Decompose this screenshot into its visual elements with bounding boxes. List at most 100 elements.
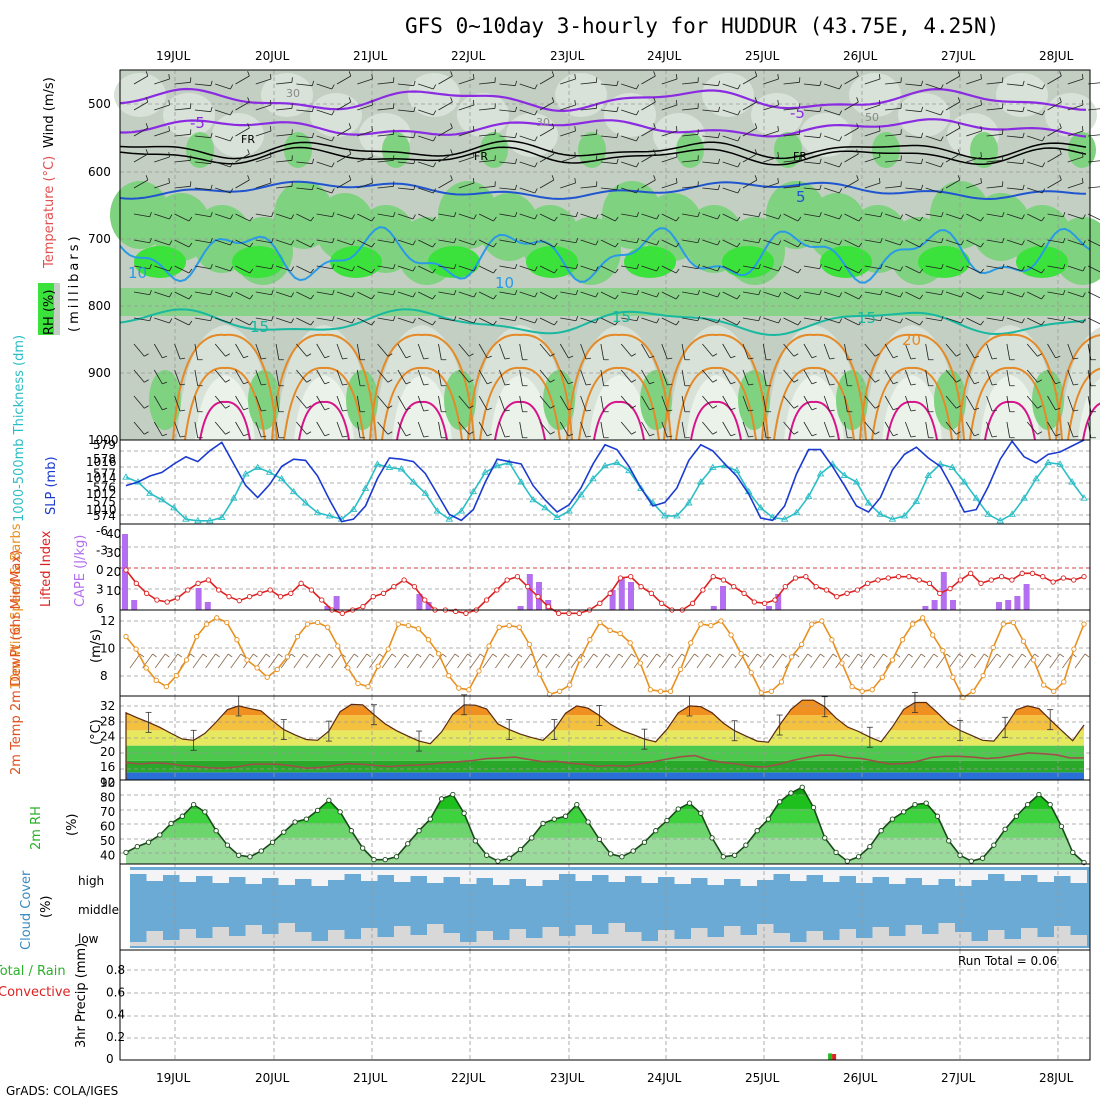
wind-barb [844, 239, 863, 248]
wind-barb [357, 291, 375, 300]
barb-flag [631, 379, 637, 383]
barb-shaft [783, 213, 799, 222]
surface-wind-barb [595, 653, 611, 669]
high-cloud-gap [1054, 870, 1071, 876]
barb-flag [880, 237, 883, 243]
wind-barb [600, 213, 619, 222]
lifted-index-point [277, 594, 284, 600]
barb-flag [992, 435, 998, 438]
low-cloud-gap [790, 942, 807, 946]
rh2m-point [754, 828, 760, 834]
wind-barb [154, 100, 170, 111]
high-cloud-gap [311, 870, 328, 886]
thickness-point [900, 512, 909, 519]
wind-barb [214, 369, 231, 383]
lifted-index-point [957, 577, 964, 583]
barb-shaft [682, 213, 698, 218]
rh2m-point [743, 842, 749, 848]
barb-flag [324, 381, 330, 385]
barb-flag [230, 162, 234, 168]
barb-shaft [620, 395, 632, 409]
barb-shaft [560, 291, 577, 296]
barb-flag [551, 175, 555, 181]
thickness-point [241, 470, 250, 477]
wind-barb [438, 343, 447, 361]
surface-wind-barb [369, 653, 384, 669]
lifted-index-point [617, 575, 624, 581]
wind-barb [1067, 395, 1079, 412]
wind-barb [539, 239, 558, 248]
wind-barb [336, 149, 352, 163]
barb-shaft [671, 653, 683, 669]
barb-flag [574, 100, 576, 106]
barb-shaft [235, 265, 251, 274]
wind-barb [174, 343, 186, 360]
rh-band [126, 837, 1084, 864]
barb-shaft [1047, 369, 1056, 385]
wind-barb [641, 123, 656, 137]
barb-shaft [235, 343, 244, 359]
wind-barb [560, 315, 579, 322]
thickness-point [888, 515, 897, 522]
thickness-point [361, 484, 370, 491]
barb-flag [230, 110, 234, 116]
wind-barb [397, 317, 416, 324]
barb-flag [1059, 653, 1065, 658]
surface-wind-barb [948, 653, 964, 669]
contour-label: FR [241, 133, 255, 146]
barb-flag [348, 71, 352, 77]
barb-flag [169, 318, 173, 324]
barb-flag [941, 237, 944, 243]
wind-barb [255, 315, 274, 322]
barb-shaft [174, 185, 191, 189]
barb-flag [737, 162, 741, 168]
barb-flag [1022, 132, 1025, 138]
wind-barb [397, 132, 416, 139]
isotherm-25 [773, 366, 855, 441]
isotherm-30 [396, 400, 448, 441]
barb-shaft [296, 395, 307, 409]
wind-barb [397, 369, 411, 385]
barb-flag [616, 80, 619, 86]
wind-barb [316, 289, 335, 296]
wind-barb [458, 317, 477, 324]
barb-shaft [925, 343, 929, 360]
wind-barb [275, 291, 295, 298]
lifted-index-point [143, 590, 150, 596]
lifted-index-point [133, 580, 139, 586]
wind-barb [945, 149, 961, 163]
surface-wind-barb [482, 653, 498, 669]
temp-tick: 28 [100, 714, 115, 728]
wind-speed-point [1071, 646, 1077, 652]
barb-flag [210, 158, 213, 164]
wind-barb [438, 149, 453, 163]
wind-barb [397, 343, 411, 359]
barb-shaft [478, 369, 488, 385]
wind-barb [214, 421, 231, 435]
surface-wind-barb [545, 653, 561, 669]
barb-shaft [898, 653, 909, 669]
date-tick-top: 28JUL [1039, 49, 1074, 63]
wind-barb [803, 289, 822, 296]
wind-barb [316, 421, 330, 437]
barb-flag [675, 152, 678, 158]
barb-shaft [945, 179, 961, 189]
wind-barb [1088, 134, 1100, 137]
barb-flag [940, 110, 944, 116]
barb-shaft [1067, 156, 1084, 163]
rh2m-point [1047, 801, 1053, 808]
temp-tick: 16 [100, 760, 115, 774]
barb-shaft [174, 107, 191, 111]
barb-shaft [154, 653, 166, 669]
wind-barb [316, 395, 330, 411]
barb-shaft [824, 239, 840, 246]
wind-barb [194, 289, 213, 296]
barb-shaft [661, 317, 677, 326]
barb-flag [453, 237, 457, 243]
barb-shaft [215, 317, 231, 324]
barb-flag [230, 240, 234, 246]
barb-shaft [539, 421, 551, 435]
barb-shaft [661, 78, 678, 85]
wind-barb [641, 421, 655, 437]
barb-shaft [1006, 369, 1011, 386]
